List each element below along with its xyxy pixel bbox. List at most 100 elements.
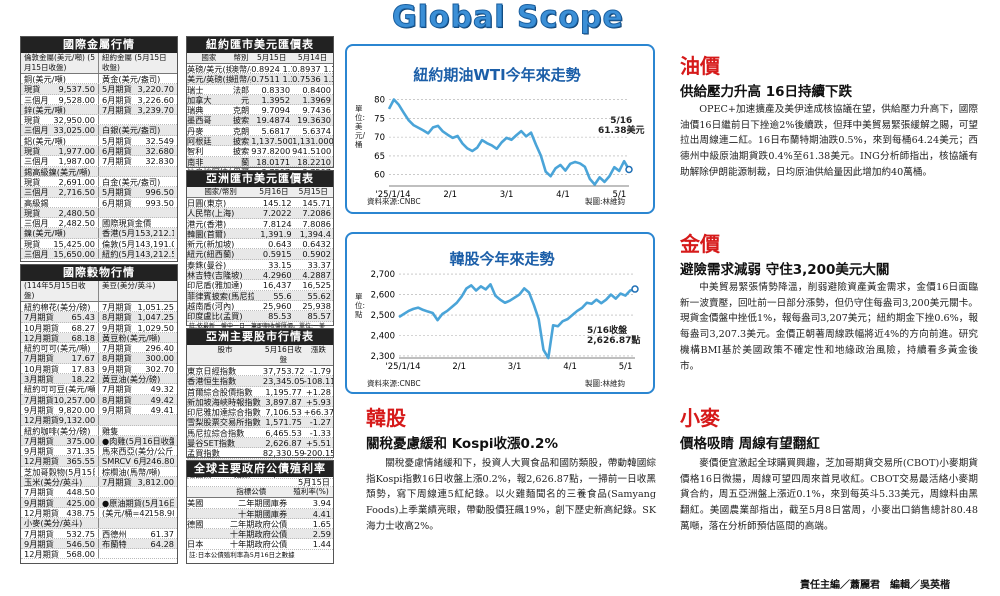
oil-chart-source: 資料來源:CNBC (367, 197, 421, 206)
asiastock-cell: +5.51 (305, 438, 331, 448)
asiafx-cell: 55.6 (273, 290, 292, 300)
metals-value: 32,950.00 (53, 115, 95, 125)
metals-row: 現貨 2,480.50 (21, 207, 177, 219)
bonds-cell (187, 509, 213, 518)
metals-left-cell: 鋁(美元/噸) (21, 135, 99, 146)
metals-label: 三個月 (24, 187, 49, 197)
nyfx-row: 瑞典 克朗 9.7094 9.7436 (187, 105, 333, 116)
grains-right-cell: 9月期貨 302.70 (99, 364, 177, 373)
metals-right-cell: 倫敦(5月14日)3,191.05 (99, 239, 177, 248)
grains-rows: 紐約棉花(美分/磅) 7月期貨 1,051.25 7月期貨 65.43 8月期貨 1,047… (21, 302, 177, 560)
nyfx-cell: 18.2210 (297, 156, 331, 166)
metals-value: 2,482.50 (58, 218, 95, 228)
nyfx-row: 智利 披索 937.8200 941.5100 (187, 146, 333, 157)
asiastock-cell: 東京日經指數 (187, 366, 237, 376)
nyfx-row: 加拿大 元 1.3952 1.3969 (187, 94, 333, 106)
grains-right-cell: 布蘭特 64.28 (99, 539, 177, 548)
asiafx-cell: 25,938 (302, 300, 331, 311)
grains-row: 7月期貨 17.67 8月期貨 300.00 (21, 353, 177, 364)
nyfx-cell: 阿根廷 (187, 136, 212, 146)
grains-right-cell: 黃豆粉(美元/噸) (99, 333, 177, 342)
grains-row: 芝加哥穀物(5月15日收盤) 棕櫚油(馬幣/噸) (21, 466, 177, 478)
grains-label: 7月期貨 (24, 353, 54, 363)
asiastock-row: 首爾綜合股價指數 1,195.77 +1.28 (187, 387, 333, 397)
nyfx-cell: 5.6817 (261, 125, 291, 136)
grains-label: 8月期貨 (102, 394, 132, 404)
oil-ytick-label: 60 (374, 171, 385, 181)
bonds-cell: 3.94 (312, 498, 331, 508)
asiafx-col-header-cell: 5月16日 (259, 187, 289, 196)
metals-left-cell: 現貨 32,950.00 (21, 115, 99, 125)
grains-label: 9月期貨 (24, 446, 54, 456)
kospi-chart-ylabel: 單位:點 (355, 292, 366, 319)
oil-chart-box: 紐約期油WTI今年來走勢 單位:美元/桶 60 65 70 75 80 '25/1/14 2… (345, 44, 655, 214)
asiastock-cell: -1.33 (309, 427, 331, 438)
metals-label: 高級錫 (24, 197, 49, 207)
nyfx-cell: 1,137.5000 (251, 136, 292, 146)
grains-row: 玉米(美分/英斗) 7月期貨 3,812.00 (21, 477, 177, 488)
nyfx-cell: 披索 (232, 115, 250, 125)
metals-right-cell: 6月期貨 3,226.60 (99, 95, 177, 104)
grains-label: 黃豆油(美分/磅) (102, 374, 161, 384)
nyfx-col-header: 國家 幣別 5月15日 5月14日 (187, 53, 333, 64)
grains-row: 9月期貨 425.00 ●原油期貨(5月16日盤中) (21, 497, 177, 508)
nyfx-cell: 披索 (232, 146, 250, 156)
bond-yield-rows: 指標公債 殖利率(%) 美國 二年期國庫券 3.94 十年期國庫券 4.41 德國 二年期政府公… (187, 487, 333, 550)
oil-annotation-date: 5/16 (610, 116, 633, 126)
asia-fx-title: 亞洲匯市美元匯價表 (187, 171, 333, 187)
grains-value: 9,132.00 (58, 415, 95, 425)
oil-chart-maker: 製圖:林維鈞 (585, 197, 626, 206)
metals-row: 銅(美元/噸) 黃金(美元/盎司) (21, 74, 177, 85)
asiafx-cell: 33.37 (307, 259, 331, 270)
asiafx-cell: 7.8124 (262, 218, 292, 228)
grains-row: 10月期貨 68.27 9月期貨 1,029.50 (21, 322, 177, 333)
metals-row: 鋁(美元/噸) 5月期貨 32.549 (21, 135, 177, 147)
bonds-cell: 4.41 (312, 508, 331, 518)
nyfx-cell: 941.5100 (292, 146, 332, 156)
nyfx-cell: 蘭 (241, 156, 250, 166)
metals-row: 三個月 15,650.00 紐約(5月14日)3,212.50 (21, 249, 177, 260)
asia-fx-rows: 國家/幣別 5月16日 5月15日 日圓(東京) 145.12 145.71 人民幣(上海)… (187, 187, 333, 322)
grains-value: 532.75 (66, 528, 95, 538)
metals-right-cell: 7月期貨 3,239.70 (99, 105, 177, 114)
asiafx-row: 越南盾(河內) 25,960 25,938 (187, 300, 333, 312)
kospi-annotation-date: 5/16收盤 (587, 326, 628, 336)
asiastock-cell: 首爾綜合股價指數 (187, 386, 253, 396)
metals-label: 鋁(美元/噸) (24, 135, 66, 146)
grains-label: 7月期貨 (24, 394, 54, 404)
metals-label: 三個月 (24, 125, 49, 135)
metals-row: 現貨 9,537.50 5月期貨 3,220.70 (21, 84, 177, 95)
grains-row: 7月期貨 448.50 (21, 487, 177, 498)
metals-row: 三個月 2,482.50 國際現貨金價 (21, 218, 177, 229)
asiafx-row: 韓圜(首爾) 1,391.9 1,394.4 (187, 228, 333, 240)
grains-row: 紐約可可(美元/噸) 7月期貨 296.40 (21, 343, 177, 354)
asiafx-cell: 16,437 (262, 280, 292, 290)
metals-left-cell: 現貨 2,691.00 (21, 176, 99, 187)
nyfx-cell: 披索 (232, 136, 250, 146)
asiafx-cell: 1,391.9 (260, 228, 292, 239)
nyfx-cell: 加拿大 (187, 94, 212, 105)
grains-label: 7月期貨 (24, 312, 54, 322)
metals-right-cell: 6月期貨 993.50 (99, 198, 177, 207)
asiastock-cell: -1.27 (309, 417, 331, 427)
grains-left-cell: 7月期貨 65.43 (21, 312, 99, 322)
kospi-chart: 2,300 2,400 2,500 2,600 2,700 '25/1/14 2/1 3/1 4… (371, 270, 639, 372)
oil-chart-title: 紐約期油WTI今年來走勢 (413, 66, 581, 84)
asiafx-row: 港元(香港) 7.8124 7.8086 (187, 219, 333, 229)
asiafx-col-header-cell: 5月15日 (298, 187, 328, 196)
oil-annotation-value: 61.38美元 (598, 126, 645, 136)
asiastock-col-header-cell: 5月16日收盤 (264, 345, 302, 364)
asiafx-row: 泰銖(曼谷) 33.15 33.37 (187, 259, 333, 271)
metals-value: 996.50 (145, 187, 174, 197)
metals-label: 6月期貨 (102, 146, 132, 156)
metals-label: 現貨 (24, 207, 41, 218)
grains-value: 448.50 (66, 487, 95, 497)
metals-left-cell: 三個月 15,650.00 (21, 249, 99, 259)
metals-row: 三個月 2,716.50 5月期貨 996.50 (21, 187, 177, 198)
grains-row: 12月期貨 365.55 SMRCV 6月 246.80 (21, 456, 177, 467)
bonds-cell: 十年期政府公債 (229, 539, 288, 549)
grains-label: 芝加哥穀物(5月15日收盤) (24, 466, 95, 477)
grains-row: 7月期貨 532.75 西德州 61.37 (21, 528, 177, 539)
metals-label: 7月期貨 (102, 104, 132, 115)
grains-label: (美元/桶=42美制加侖、 (102, 507, 149, 518)
